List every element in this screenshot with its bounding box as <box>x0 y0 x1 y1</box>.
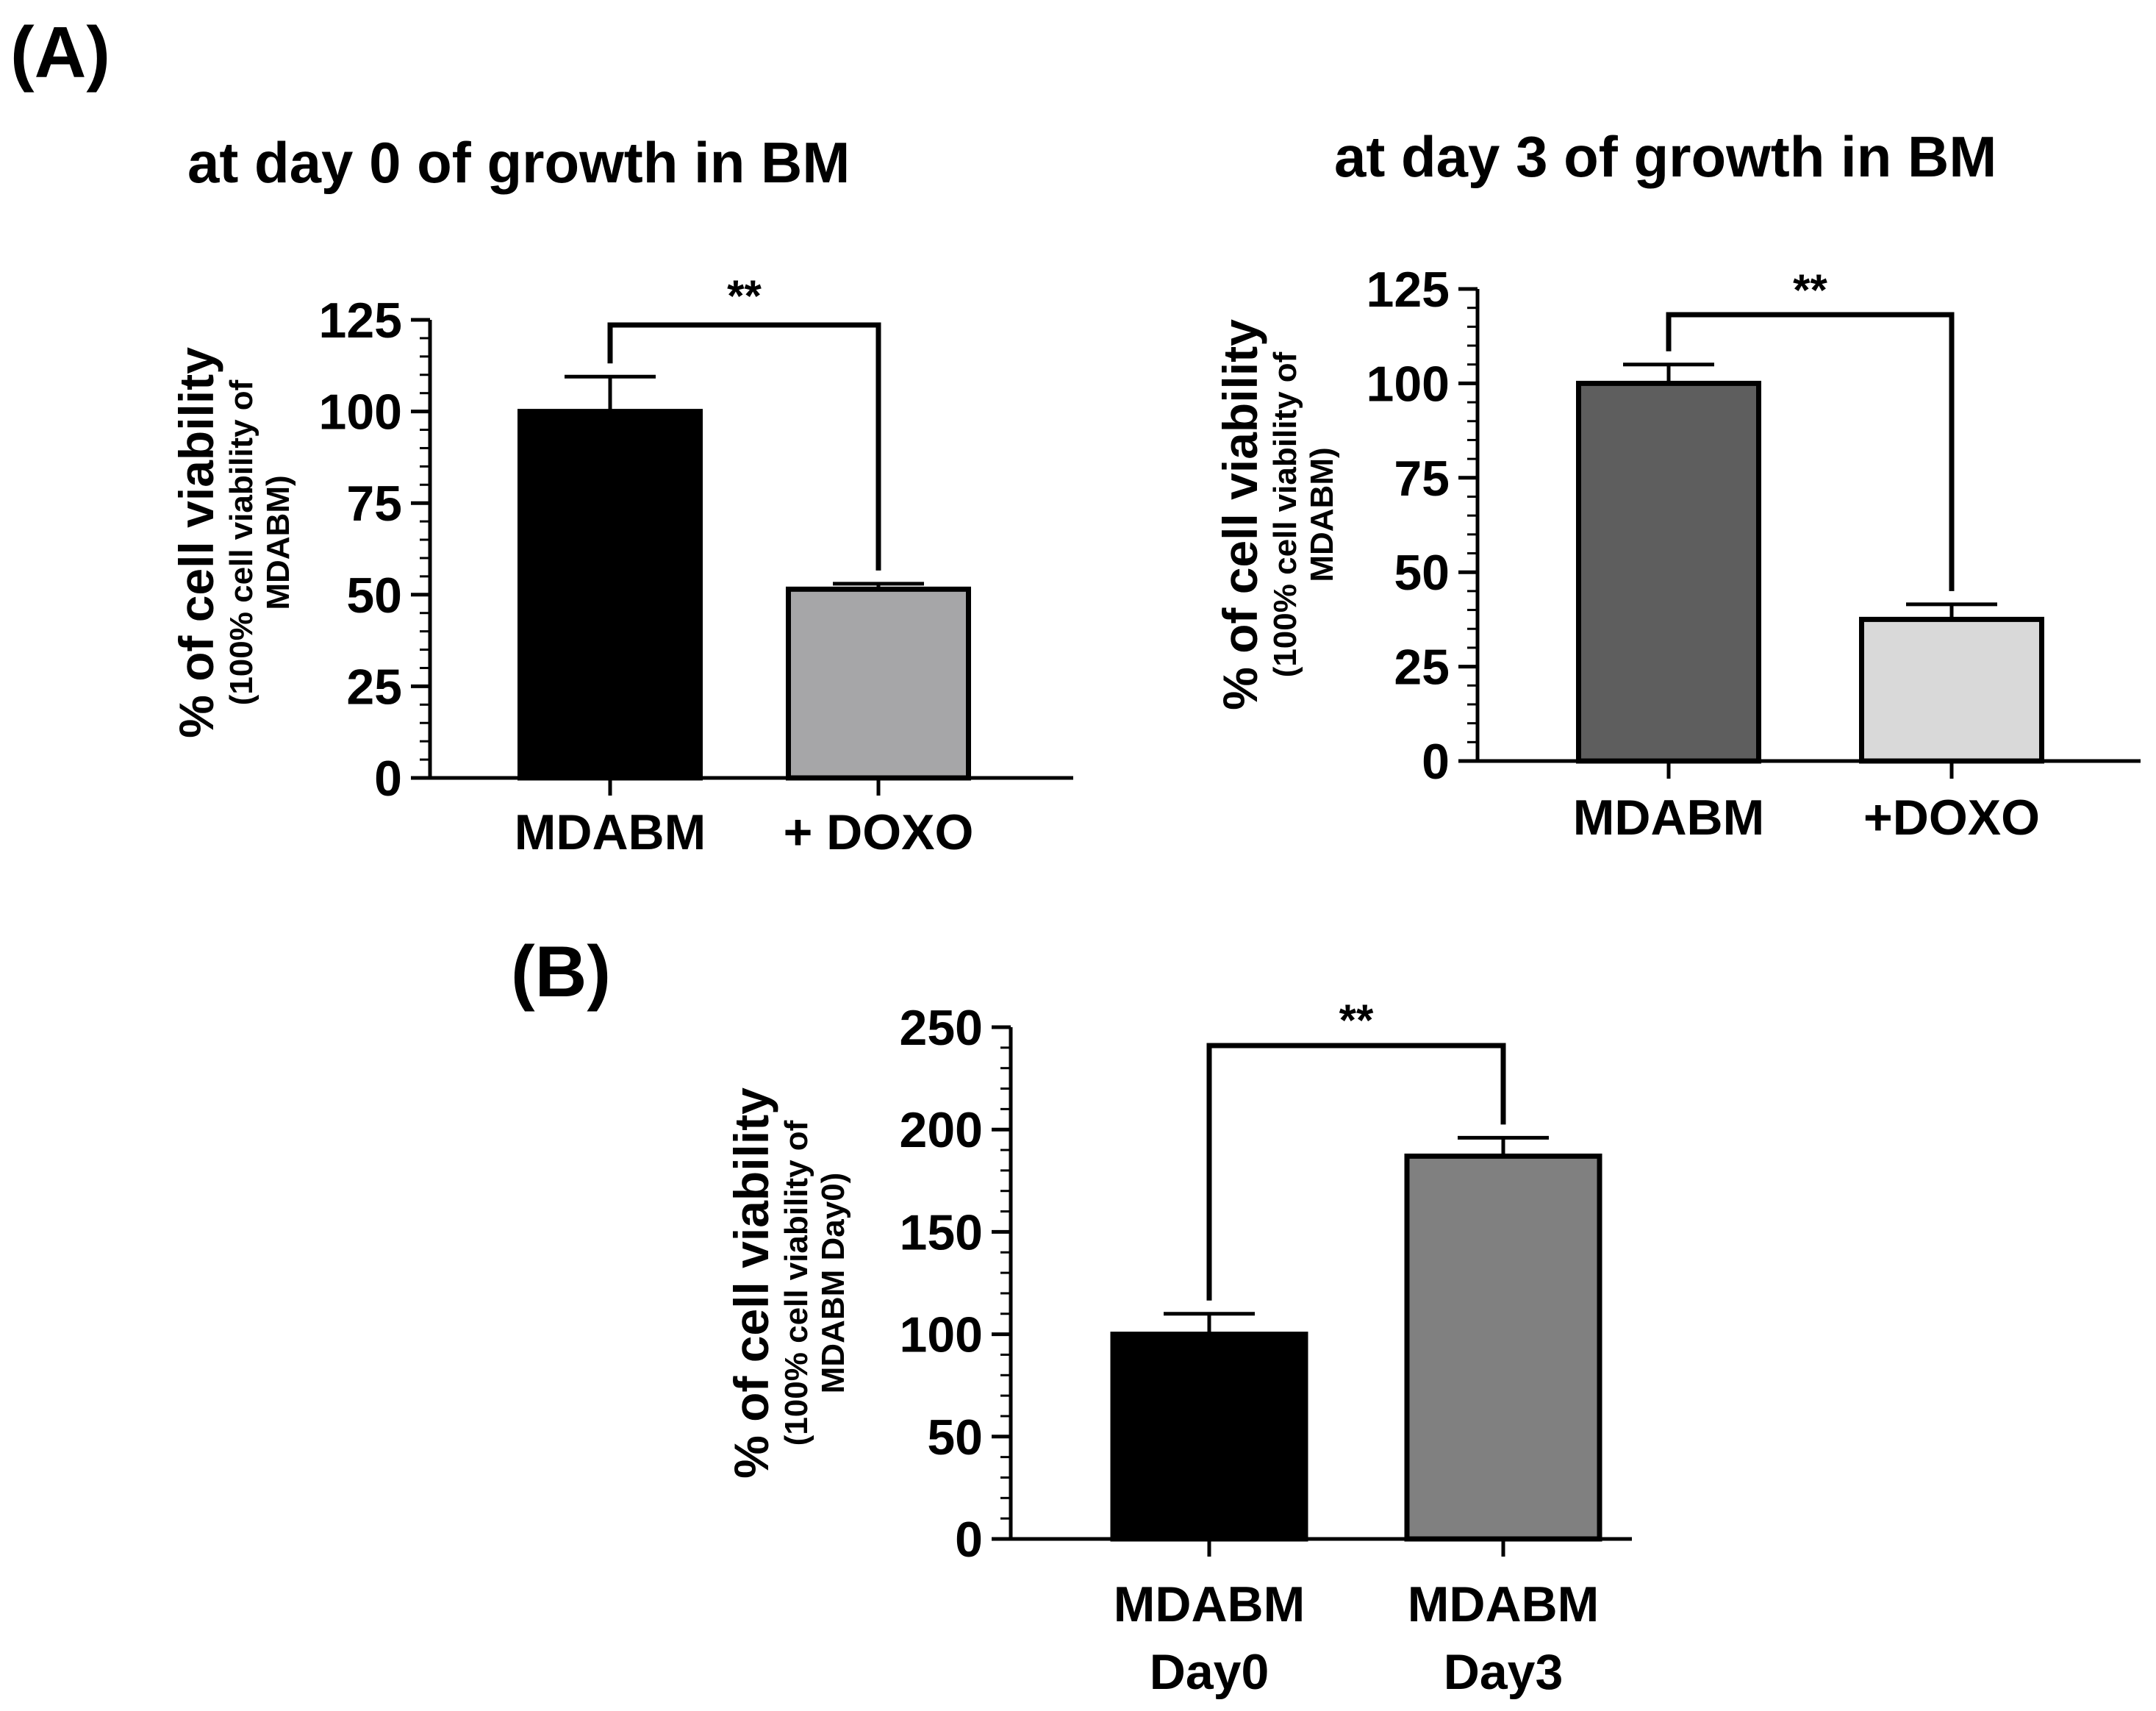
significance-label: ** <box>727 271 762 321</box>
y-axis-sublabel: (100% cell viability of <box>223 379 259 705</box>
x-category-label: MDABM <box>1114 1576 1306 1632</box>
bar <box>1110 1332 1308 1542</box>
panel-label-a: (A) <box>10 12 110 93</box>
y-tick-label: 250 <box>900 1000 983 1056</box>
significance-bracket <box>607 322 881 571</box>
bar <box>517 409 703 781</box>
x-category-label: + DOXO <box>784 804 974 860</box>
x-category-label: MDABM <box>1408 1576 1600 1632</box>
y-axis-sublabel: (100% cell viability of <box>778 1120 814 1446</box>
y-tick-label: 100 <box>319 385 402 440</box>
y-axis-sublabel: MDABM) <box>1304 447 1340 582</box>
significance-bracket <box>1666 312 1955 591</box>
y-tick-label: 75 <box>346 476 402 532</box>
y-tick-label: 0 <box>955 1512 983 1568</box>
y-tick-label: 150 <box>900 1204 983 1260</box>
x-category-label: MDABM <box>515 804 706 860</box>
bar <box>1404 1153 1602 1542</box>
bar <box>786 586 971 781</box>
y-tick-label: 50 <box>927 1410 983 1465</box>
chart-day0: at day 0 of growth in BM 0 25 50 75 100 125 % o… <box>169 130 1073 860</box>
significance-label: ** <box>1339 996 1374 1045</box>
y-tick-label: 100 <box>1367 356 1450 412</box>
y-axis-label: % of cell viability <box>169 347 223 738</box>
y-axis-sublabel: MDABM Day0) <box>815 1173 851 1394</box>
y-axis-label: % of cell viability <box>1213 319 1267 710</box>
y-tick-label: 50 <box>1394 545 1450 601</box>
x-category-label: Day0 <box>1150 1644 1269 1700</box>
x-category-label: +DOXO <box>1863 790 2040 846</box>
chart-title: at day 0 of growth in BM <box>187 130 850 195</box>
panel-label-b: (B) <box>511 931 611 1012</box>
y-tick-label: 125 <box>1367 262 1450 318</box>
y-axis-label: % of cell viability <box>724 1087 778 1479</box>
y-tick-label: 0 <box>374 751 402 807</box>
y-tick-label: 50 <box>346 568 402 624</box>
bar <box>1576 380 1761 764</box>
chart-day0-vs-day3: 0 50 100 150 200 250 % of cell viability (100% … <box>724 996 1632 1700</box>
y-tick-label: 200 <box>900 1102 983 1158</box>
y-axis-sublabel: MDABM) <box>260 475 296 610</box>
y-tick-label: 25 <box>1394 640 1450 696</box>
x-category-label: MDABM <box>1573 790 1765 846</box>
y-tick-label: 0 <box>1422 734 1450 790</box>
chart-title: at day 3 of growth in BM <box>1334 124 1996 189</box>
bar <box>1859 616 2044 764</box>
chart-day3: at day 3 of growth in BM 0 25 50 75 100 125 % o… <box>1213 124 2141 846</box>
y-tick-label: 75 <box>1394 451 1450 507</box>
x-category-label: Day3 <box>1444 1644 1564 1700</box>
significance-label: ** <box>1793 265 1827 315</box>
y-axis-sublabel: (100% cell viability of <box>1267 351 1303 677</box>
significance-bracket <box>1206 1043 1506 1301</box>
y-tick-label: 25 <box>346 659 402 715</box>
y-tick-label: 125 <box>319 293 402 349</box>
y-tick-label: 100 <box>900 1307 983 1363</box>
